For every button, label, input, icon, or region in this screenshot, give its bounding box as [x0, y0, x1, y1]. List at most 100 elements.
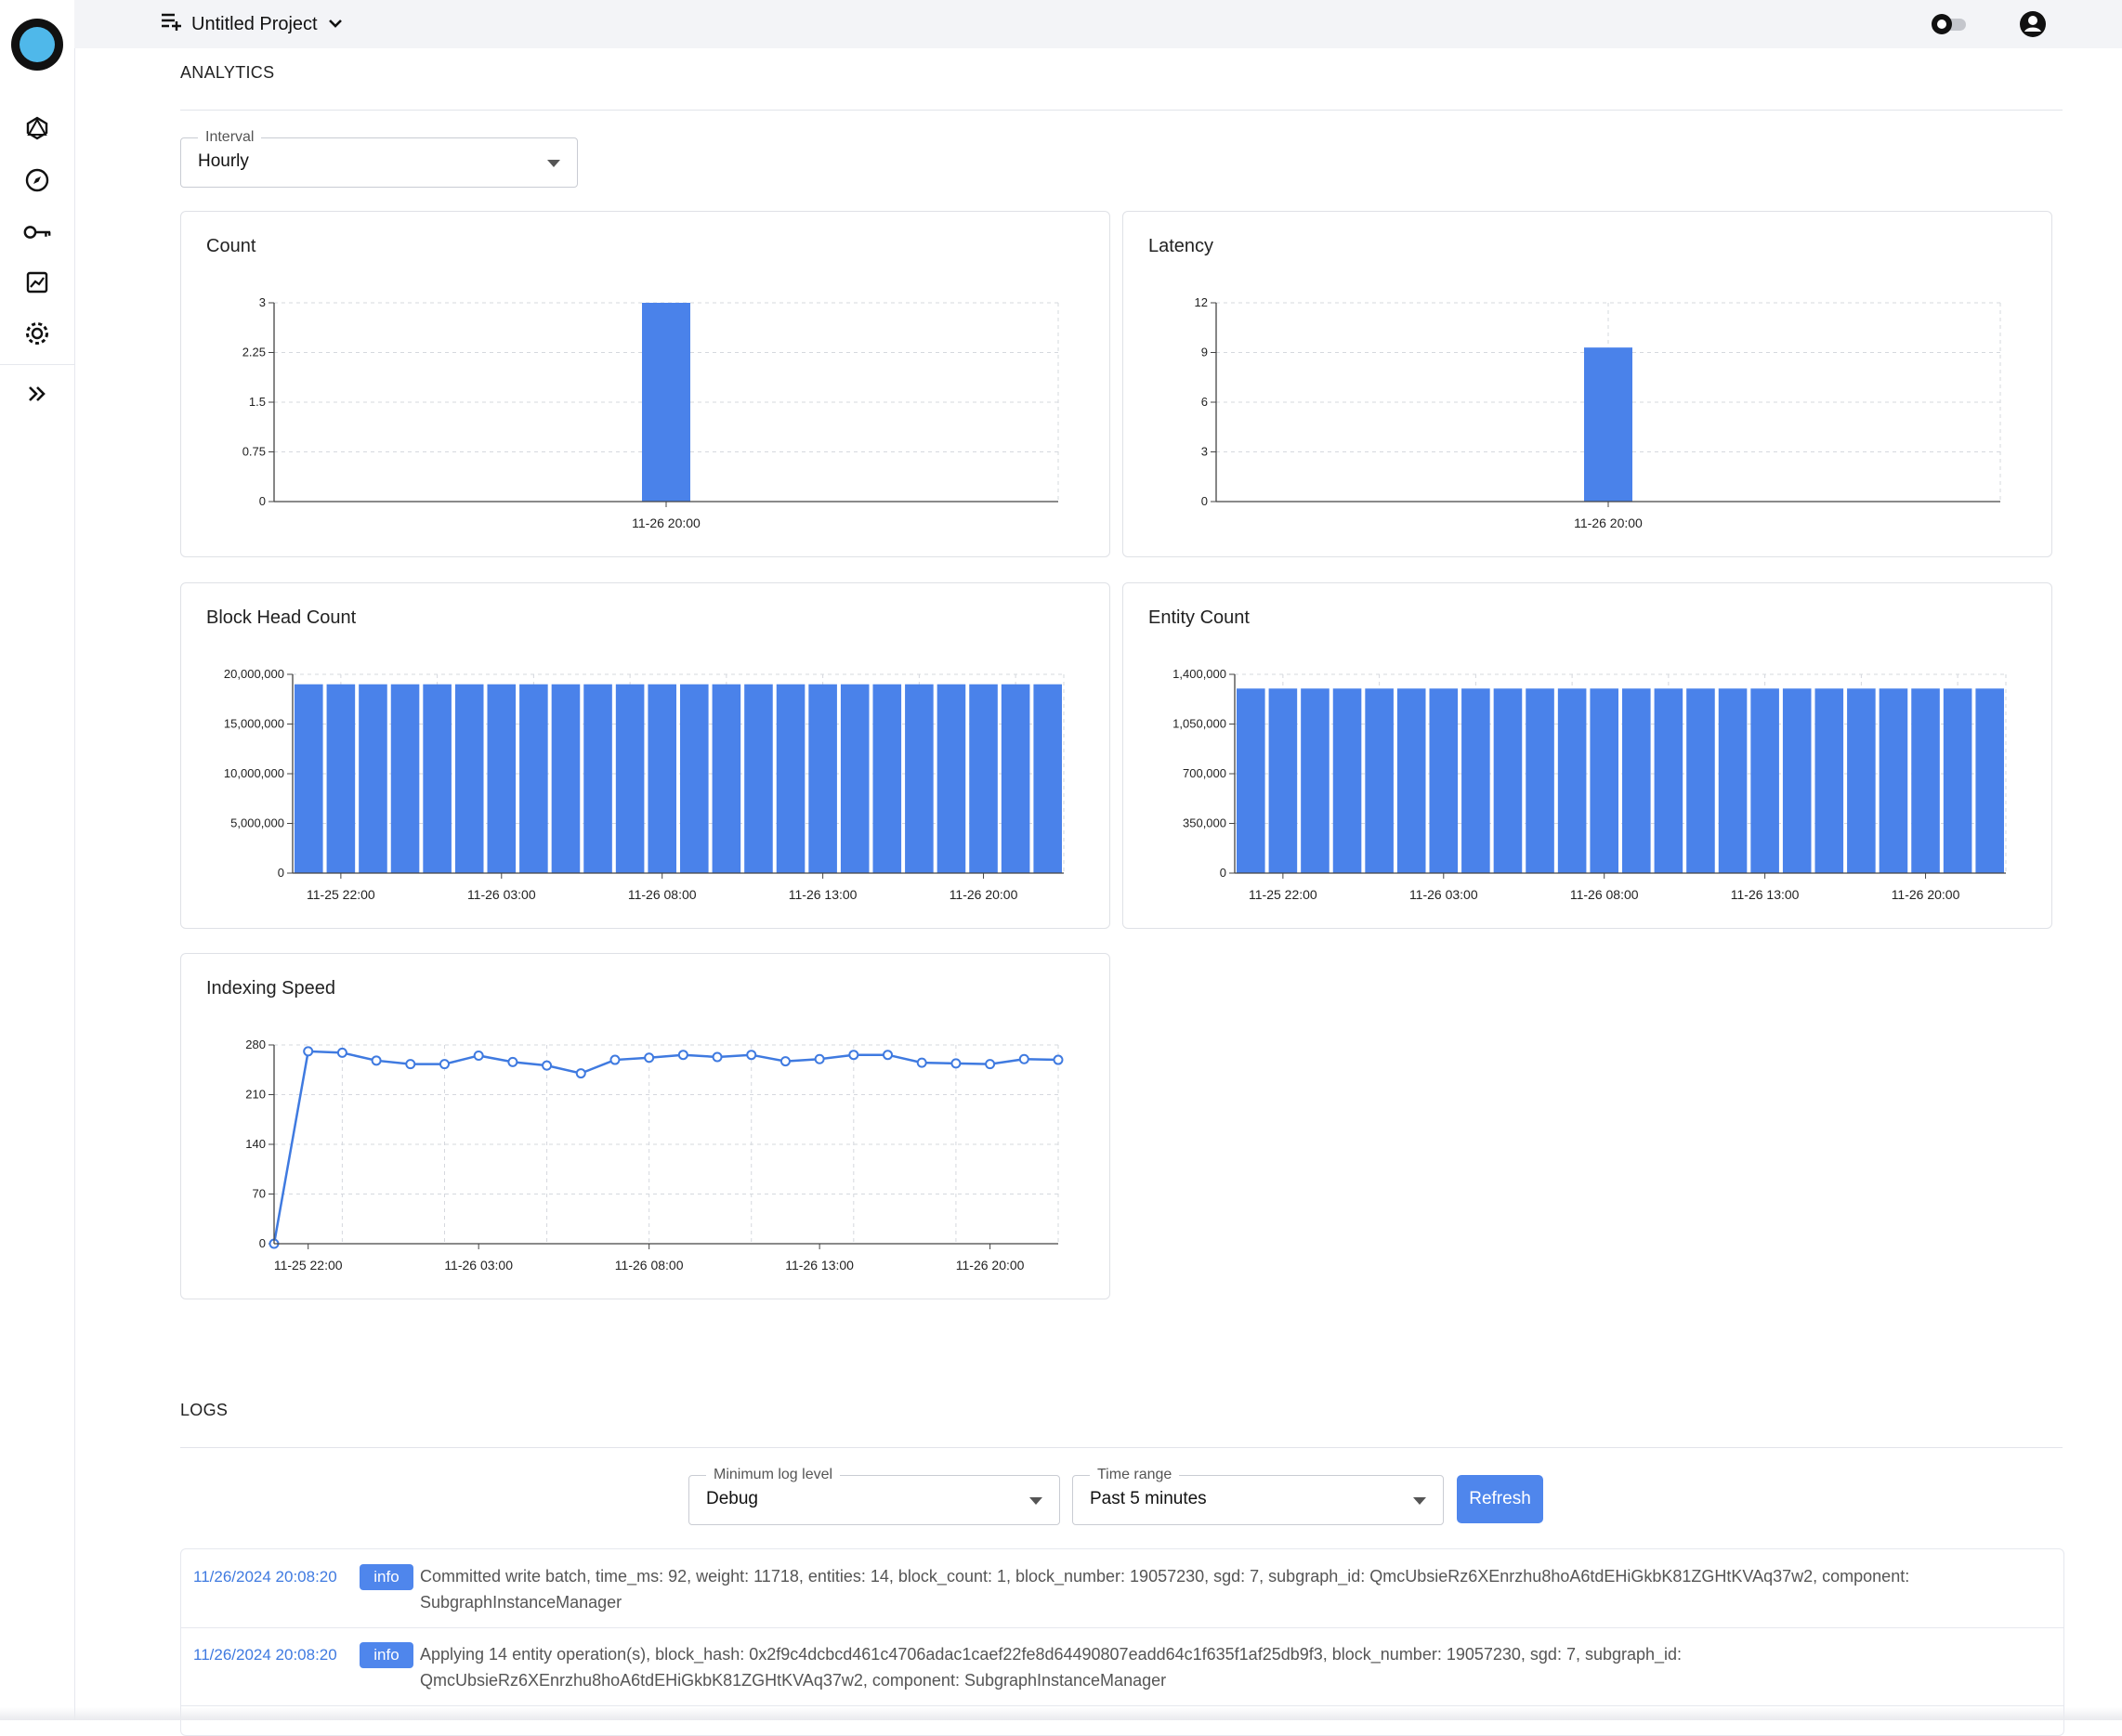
data-point	[644, 1052, 655, 1064]
y-tick-label: 140	[245, 1137, 266, 1151]
log-message: Applying 14 entity operation(s), block_h…	[420, 1645, 1683, 1690]
indexing-speed-chart: 0 70 140 210 280 11-25 22:00 11-26 03:00 11-26 …	[245, 1038, 1064, 1273]
gear-icon[interactable]	[22, 319, 52, 348]
y-tick-label: 6	[1201, 395, 1208, 409]
bar	[423, 684, 452, 873]
data-point	[1018, 1053, 1029, 1064]
data-point	[439, 1059, 450, 1070]
y-tick-label: 0	[278, 866, 284, 880]
dropdown-arrow-icon	[547, 160, 560, 167]
bar	[1526, 688, 1554, 873]
bar	[1943, 688, 1972, 873]
bar	[642, 303, 690, 502]
log-timestamp[interactable]: 11/26/2024 20:08:20	[193, 1568, 337, 1586]
x-tick-label: 11-25 22:00	[274, 1258, 343, 1273]
project-name: Untitled Project	[191, 13, 318, 34]
analytics-heading: ANALYTICS	[180, 63, 275, 82]
log-timestamp[interactable]: 11/26/2024 20:08:20	[193, 1646, 337, 1664]
bar	[680, 684, 709, 873]
bar	[872, 684, 902, 873]
log-level-select[interactable]: Minimum log level Debug	[688, 1467, 1060, 1525]
bar	[583, 684, 612, 873]
y-tick-label: 210	[245, 1088, 266, 1102]
bar	[1879, 688, 1908, 873]
key-icon[interactable]	[22, 217, 52, 247]
data-point	[1053, 1054, 1064, 1065]
bar	[519, 684, 548, 873]
bar	[905, 684, 934, 873]
latency-chart-card: Latency 0 3 6 9 12 11-26 20:00	[1122, 211, 2052, 557]
entity-count-card: Entity Count 0 350,000 700,000 1,050,000 1,4…	[1122, 582, 2052, 929]
bar	[744, 684, 773, 873]
bar	[1268, 688, 1298, 873]
logs-heading: LOGS	[180, 1401, 229, 1419]
data-point	[677, 1050, 688, 1061]
data-point	[575, 1068, 586, 1079]
interval-value: Hourly	[198, 151, 249, 171]
x-tick-label: 11-26 13:00	[1731, 887, 1800, 902]
x-tick-label: 11-26 08:00	[615, 1258, 684, 1273]
y-tick-label: 1,400,000	[1172, 667, 1226, 681]
x-tick-label: 11-26 08:00	[628, 887, 697, 902]
x-tick-label: 11-26 20:00	[632, 516, 701, 530]
dropdown-arrow-icon	[1413, 1497, 1426, 1505]
count-chart-card: Count 0 0.75 1.5 2.25 3 11-26 20:00	[180, 211, 1110, 557]
y-tick-label: 350,000	[1183, 816, 1226, 830]
bar	[487, 684, 517, 873]
block-head-count-card: Block Head Count 0 5,000,000 10,000,000 15,…	[180, 582, 1110, 929]
data-point	[950, 1058, 962, 1069]
data-point	[746, 1050, 757, 1061]
bar	[937, 684, 966, 873]
theme-toggle[interactable]	[1929, 11, 1970, 37]
data-point	[848, 1050, 859, 1061]
logo-mark	[20, 27, 55, 62]
latency-chart-title: Latency	[1148, 236, 1214, 256]
bar	[326, 684, 356, 873]
y-tick-label: 70	[253, 1187, 266, 1201]
x-tick-label: 11-26 08:00	[1570, 887, 1639, 902]
log-separator	[181, 1627, 2063, 1628]
data-point	[883, 1050, 894, 1061]
bar	[359, 684, 387, 873]
bar	[1911, 688, 1940, 873]
count-chart: 0 0.75 1.5 2.25 3 11-26 20:00	[242, 295, 1059, 530]
logs-divider	[180, 1447, 2063, 1448]
graphql-icon[interactable]	[22, 113, 52, 143]
data-point	[405, 1059, 416, 1070]
x-tick-label: 11-26 20:00	[1892, 887, 1960, 902]
project-selector[interactable]: Untitled Project	[160, 9, 344, 39]
data-point	[985, 1059, 996, 1070]
bar	[712, 684, 741, 873]
app-logo[interactable]	[11, 19, 63, 71]
bar	[1033, 684, 1062, 873]
indexing-speed-card: Indexing Speed 0 70 140 210 280 11-25 22:00 11…	[180, 953, 1110, 1299]
data-point	[303, 1046, 314, 1057]
data-point	[371, 1055, 382, 1066]
compass-icon[interactable]	[22, 165, 52, 195]
bar	[1654, 688, 1683, 873]
analytics-icon[interactable]	[22, 268, 52, 297]
bar	[1557, 688, 1587, 873]
log-level-label: Minimum log level	[706, 1467, 841, 1483]
interval-select[interactable]: Interval Hourly	[180, 129, 578, 188]
x-tick-label: 11-26 03:00	[467, 887, 536, 902]
bar	[648, 684, 676, 873]
bar	[1396, 688, 1426, 873]
bar	[615, 684, 645, 873]
time-range-select[interactable]: Time range Past 5 minutes	[1072, 1467, 1444, 1525]
bar	[1975, 688, 2004, 873]
bar	[1429, 688, 1459, 873]
playlist-add-icon	[160, 11, 182, 37]
x-tick-label: 11-26 20:00	[956, 1258, 1025, 1273]
data-point	[473, 1050, 484, 1061]
bar	[1847, 688, 1876, 873]
expand-icon[interactable]	[22, 379, 52, 409]
time-range-label: Time range	[1090, 1467, 1180, 1483]
block-head-count-chart: 0 5,000,000 10,000,000 15,000,000 20,000,000…	[224, 667, 1065, 902]
y-tick-label: 280	[245, 1038, 266, 1051]
bar	[295, 684, 323, 873]
refresh-button[interactable]: Refresh	[1457, 1475, 1543, 1523]
y-tick-label: 3	[1201, 445, 1208, 459]
latency-chart: 0 3 6 9 12 11-26 20:00	[1195, 295, 2001, 530]
account-icon[interactable]	[2018, 9, 2048, 39]
